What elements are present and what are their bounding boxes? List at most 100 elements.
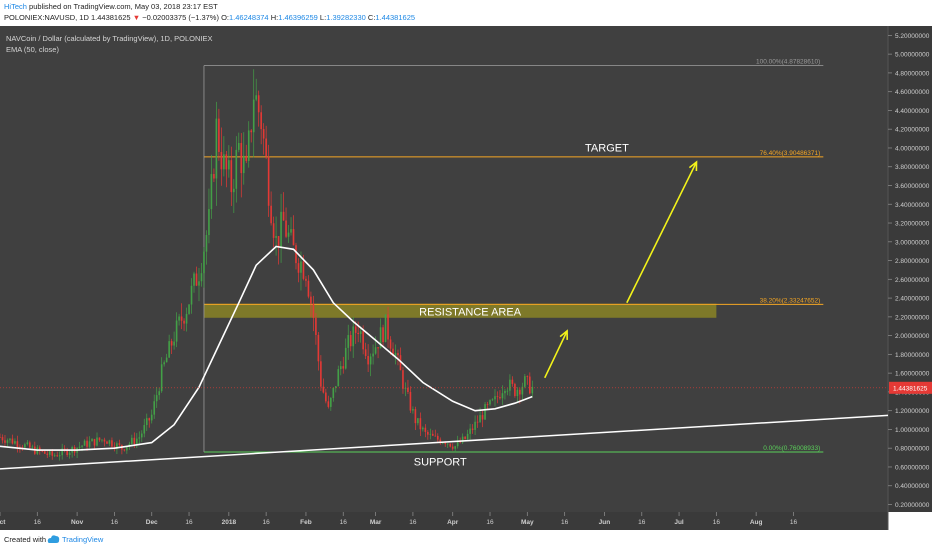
candle bbox=[265, 125, 267, 160]
candle bbox=[126, 446, 128, 454]
candle-body bbox=[180, 316, 183, 321]
candle-body bbox=[118, 443, 121, 445]
y-tick-label: 0.80000000 bbox=[895, 446, 930, 453]
candle-body bbox=[479, 415, 481, 423]
down-triangle-icon: ▼ bbox=[132, 13, 141, 22]
candle bbox=[29, 440, 31, 449]
candle-body bbox=[499, 397, 501, 399]
ohlc-close-key: C: bbox=[367, 13, 376, 22]
candle-body bbox=[123, 449, 126, 451]
projection-arrowhead bbox=[559, 329, 568, 340]
candle bbox=[491, 398, 494, 402]
fib-label: 0.00%(0.76008933) bbox=[763, 445, 820, 452]
candle-body bbox=[267, 156, 270, 206]
candle bbox=[98, 437, 101, 442]
candle-body bbox=[526, 376, 529, 378]
plot-area[interactable] bbox=[0, 26, 888, 512]
resistance-zone bbox=[203, 303, 717, 318]
candle-body bbox=[225, 154, 228, 170]
candle bbox=[208, 188, 210, 244]
candle-body bbox=[116, 443, 118, 449]
candle-body bbox=[349, 335, 352, 347]
candle bbox=[466, 429, 469, 441]
candle bbox=[220, 127, 223, 186]
candle bbox=[213, 168, 215, 182]
candle bbox=[96, 432, 98, 447]
projection-arrowhead bbox=[688, 160, 698, 172]
candle-body bbox=[257, 95, 260, 113]
resistance-zone-band bbox=[203, 303, 717, 318]
candle bbox=[434, 429, 437, 437]
candle-body bbox=[491, 399, 494, 401]
candle bbox=[429, 428, 432, 440]
candle-body bbox=[68, 452, 71, 456]
y-tick-label: 1.80000000 bbox=[895, 352, 930, 359]
indicator-label: EMA (50, close) bbox=[6, 45, 59, 54]
candle-body bbox=[332, 387, 335, 398]
candle bbox=[394, 344, 397, 365]
x-tick-label: 16 bbox=[409, 519, 417, 526]
support-annotation: SUPPORT bbox=[414, 457, 467, 469]
price-chart[interactable]: 5.20000000 5.00000000 4.80000000 4.60000000… bbox=[0, 26, 932, 530]
candle bbox=[377, 347, 379, 359]
candle bbox=[16, 435, 19, 453]
candle-body bbox=[190, 285, 193, 305]
candle bbox=[9, 438, 11, 444]
candle bbox=[83, 439, 86, 446]
candle-body bbox=[377, 347, 379, 349]
candle bbox=[272, 216, 275, 248]
candle-body bbox=[46, 453, 49, 455]
candle-body bbox=[419, 418, 422, 430]
author-link[interactable]: HiTech bbox=[4, 2, 27, 11]
candle bbox=[407, 379, 409, 395]
candle-body bbox=[173, 341, 175, 346]
candle bbox=[6, 438, 9, 448]
candle bbox=[138, 431, 141, 445]
tradingview-brand[interactable]: TradingView bbox=[62, 535, 104, 544]
candle-body bbox=[138, 437, 141, 439]
candle-body bbox=[88, 441, 91, 447]
candle bbox=[531, 380, 534, 398]
candle bbox=[252, 69, 255, 158]
candle-body bbox=[193, 273, 195, 286]
price-axis[interactable] bbox=[888, 26, 932, 512]
candle-body bbox=[41, 450, 44, 452]
symbol[interactable]: POLONIEX:NAVUSD, 1D bbox=[4, 13, 89, 22]
candle-body bbox=[135, 438, 138, 444]
candle-body bbox=[245, 155, 248, 161]
candle-body bbox=[168, 341, 170, 358]
candle-body bbox=[210, 174, 213, 210]
candle-body bbox=[384, 314, 387, 343]
candle-body bbox=[446, 443, 449, 445]
candle bbox=[431, 430, 434, 436]
candle-body bbox=[145, 418, 148, 426]
candle bbox=[354, 321, 357, 344]
candle bbox=[183, 318, 185, 331]
candle-body bbox=[451, 446, 454, 449]
candle bbox=[382, 324, 384, 347]
y-tick-label: 4.00000000 bbox=[895, 145, 930, 152]
candle bbox=[419, 412, 422, 437]
y-tick-label: 1.20000000 bbox=[895, 408, 930, 415]
candle bbox=[427, 430, 429, 440]
candle bbox=[422, 426, 424, 432]
candle bbox=[334, 386, 337, 393]
candle bbox=[295, 242, 297, 270]
candle bbox=[170, 338, 173, 355]
candle bbox=[155, 386, 158, 408]
candle bbox=[489, 399, 491, 407]
candle-body bbox=[486, 404, 489, 405]
candle bbox=[178, 313, 180, 326]
candle-body bbox=[83, 440, 86, 446]
candle-body bbox=[126, 446, 128, 451]
time-axis[interactable] bbox=[0, 512, 888, 530]
candle bbox=[210, 154, 213, 219]
candle-body bbox=[382, 327, 384, 343]
candle bbox=[397, 349, 399, 366]
candle-body bbox=[297, 263, 300, 273]
candle-body bbox=[404, 387, 407, 389]
candle-body bbox=[19, 446, 21, 448]
candle bbox=[280, 193, 282, 263]
candle-body bbox=[285, 220, 287, 237]
candle-body bbox=[315, 317, 317, 335]
